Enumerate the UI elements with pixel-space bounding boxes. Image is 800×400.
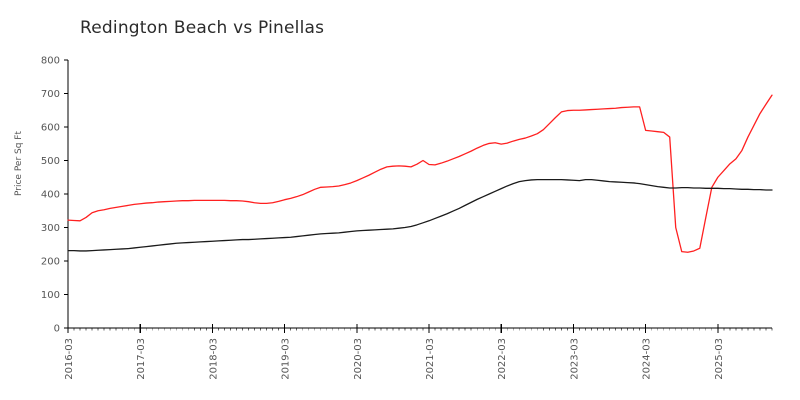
y-tick-label: 800	[41, 56, 60, 67]
y-tick-label: 700	[41, 89, 60, 100]
x-tick-label: 2021-03	[425, 338, 436, 380]
series-line-redington-beach	[67, 94, 773, 253]
x-tick-label: 2020-03	[353, 338, 364, 380]
axis-lines	[67, 60, 772, 329]
x-tick-label: 2022-03	[497, 338, 508, 380]
x-tick-label: 2019-03	[281, 338, 292, 380]
y-tick-label: 200	[41, 257, 60, 268]
y-tick-label: 100	[41, 290, 60, 301]
x-tick-label: 2016-03	[64, 338, 75, 380]
x-tick-label: 2017-03	[136, 338, 147, 380]
x-axis-tick-labels: 2016-03 2017-03 2018-03 2019-03 2020-03 2021-…	[64, 338, 725, 380]
y-tick-label: 300	[41, 223, 60, 234]
y-tick-label: 600	[41, 123, 60, 134]
x-tick-label: 2024-03	[642, 338, 653, 380]
series-line-pinellas	[67, 178, 773, 252]
x-tick-label: 2023-03	[569, 338, 580, 380]
y-tick-label: 0	[54, 324, 60, 335]
y-axis-ticks: 0 100 200 300 400 500 600 700 800	[41, 56, 68, 335]
chart-title: Redington Beach vs Pinellas	[80, 18, 325, 38]
y-tick-label: 500	[41, 156, 60, 167]
x-tick-label: 2018-03	[208, 338, 219, 380]
data-series	[67, 94, 773, 253]
y-tick-label: 400	[41, 190, 60, 201]
x-tick-label: 2025-03	[714, 338, 725, 380]
